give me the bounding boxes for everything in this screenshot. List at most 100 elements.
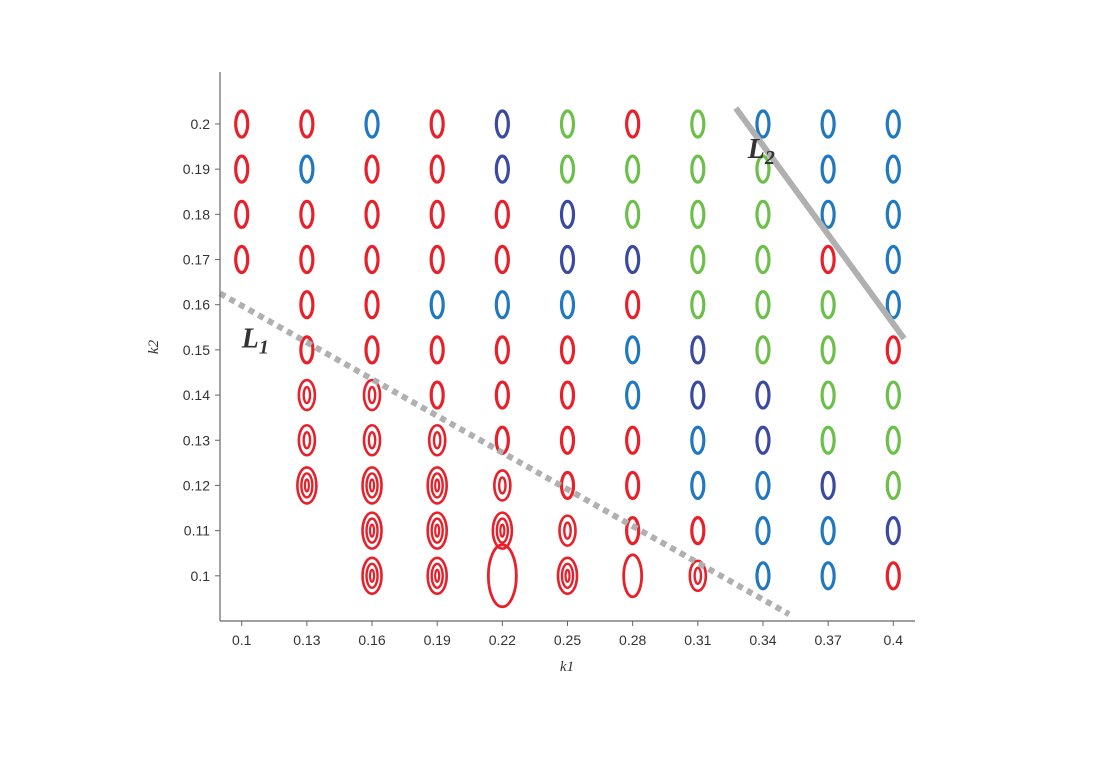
- marker: [625, 380, 641, 410]
- marker-loop: [755, 425, 771, 455]
- marker-loop: [690, 470, 706, 501]
- marker-loop: [303, 478, 310, 493]
- line-label: L1: [241, 324, 269, 359]
- marker: [429, 380, 445, 410]
- marker: [690, 109, 706, 139]
- marker-loop: [299, 335, 315, 365]
- marker-loop: [367, 385, 377, 405]
- marker: [625, 335, 641, 365]
- marker: [559, 335, 576, 365]
- marker-loop: [820, 425, 836, 455]
- marker-loop: [563, 521, 572, 540]
- marker-loop: [368, 478, 376, 493]
- marker: [690, 154, 706, 184]
- marker: [755, 244, 771, 275]
- marker-loop: [429, 154, 445, 184]
- marker-loop: [364, 335, 380, 365]
- marker-loop: [625, 244, 641, 275]
- marker: [559, 154, 576, 184]
- x-tick-label: 0.28: [619, 632, 646, 648]
- marker: [559, 380, 576, 410]
- marker-loop: [755, 380, 771, 410]
- marker: [625, 290, 641, 320]
- y-tick-label: 0.17: [183, 252, 210, 268]
- marker: [885, 470, 901, 501]
- marker-loop: [820, 470, 836, 501]
- marker-loop: [820, 335, 836, 365]
- marker: [364, 290, 380, 320]
- marker-loop: [494, 290, 510, 320]
- marker: [299, 109, 315, 139]
- marker: [429, 290, 445, 320]
- marker-loop: [885, 109, 901, 139]
- marker-loop: [368, 523, 376, 538]
- marker-loop: [429, 335, 445, 365]
- marker-loop: [430, 517, 444, 544]
- marker-loop: [755, 516, 771, 546]
- marker-loop: [625, 470, 641, 501]
- marker-loop: [755, 561, 771, 591]
- marker: [494, 380, 510, 410]
- x-tick-label: 0.22: [489, 632, 516, 648]
- marker: [556, 556, 579, 596]
- marker-loop: [885, 380, 901, 410]
- marker: [234, 244, 250, 275]
- marker-loop: [622, 553, 644, 599]
- marker-loop: [755, 244, 771, 275]
- marker-loop: [426, 511, 448, 550]
- marker-loop: [885, 199, 901, 229]
- y-tick-label: 0.16: [183, 297, 210, 313]
- marker: [820, 470, 836, 501]
- marker: [820, 516, 836, 546]
- marker: [820, 109, 836, 139]
- marker: [297, 423, 317, 457]
- marker-loop: [432, 431, 442, 450]
- x-tick-label: 0.4: [884, 632, 904, 648]
- x-tick-label: 0.19: [424, 632, 451, 648]
- marker: [690, 244, 706, 275]
- marker-loop: [820, 516, 836, 546]
- marker-loop: [234, 109, 250, 139]
- marker-loop: [361, 466, 383, 505]
- marker-loop: [494, 109, 510, 139]
- marker: [625, 470, 641, 501]
- x-tick-label: 0.34: [749, 632, 776, 648]
- marker-loop: [429, 244, 445, 275]
- marker: [429, 199, 445, 229]
- y-tick-label: 0.19: [183, 161, 210, 177]
- marker-loop: [361, 556, 383, 596]
- marker-loop: [556, 556, 579, 596]
- marker: [297, 378, 317, 412]
- marker: [755, 425, 771, 455]
- marker-loop: [430, 562, 444, 590]
- marker: [364, 109, 380, 139]
- marker-loop: [820, 199, 836, 229]
- marker-loop: [559, 154, 576, 184]
- marker: [486, 543, 518, 609]
- marker: [622, 553, 644, 599]
- marker: [820, 561, 836, 591]
- boundary-line: [218, 290, 791, 617]
- marker-loop: [493, 469, 512, 502]
- marker-loop: [367, 431, 377, 450]
- x-tick-label: 0.37: [815, 632, 842, 648]
- marker-loop: [625, 109, 641, 139]
- marker: [427, 423, 447, 457]
- marker-loop: [365, 517, 379, 544]
- marker: [426, 466, 448, 505]
- marker-loop: [625, 335, 641, 365]
- marker: [688, 559, 708, 593]
- marker: [559, 244, 576, 275]
- marker-loop: [499, 523, 506, 538]
- marker: [755, 335, 771, 365]
- marker-loop: [234, 154, 250, 184]
- marker-loop: [690, 244, 706, 275]
- marker: [299, 244, 315, 275]
- marker: [361, 511, 383, 550]
- marker-loop: [365, 472, 379, 499]
- marker: [493, 469, 512, 502]
- marker-loop: [430, 472, 444, 499]
- y-tick-label: 0.13: [183, 432, 210, 448]
- marker: [429, 109, 445, 139]
